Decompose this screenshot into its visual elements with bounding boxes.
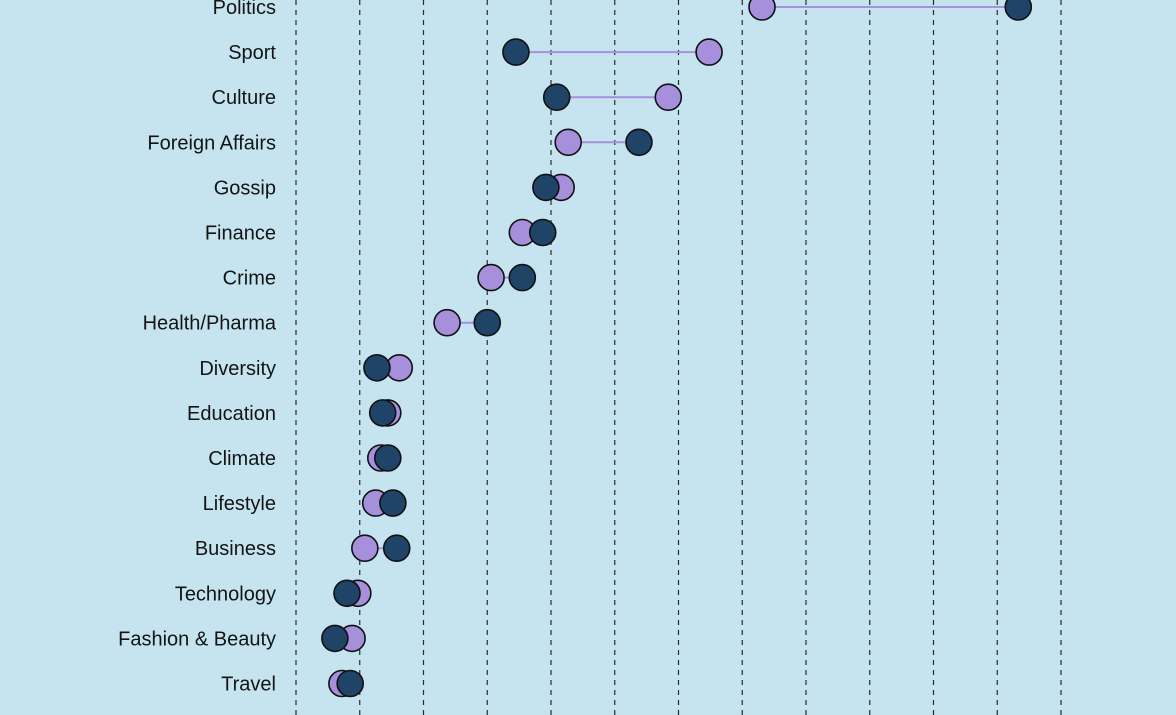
- dumbbell-row: [363, 353, 414, 382]
- navy-dot: [382, 534, 411, 563]
- dumbbell-row: [328, 669, 364, 698]
- navy-dot: [321, 624, 349, 653]
- category-label: Technology: [175, 583, 276, 605]
- navy-dot: [1004, 0, 1033, 21]
- navy-dot: [379, 489, 407, 517]
- navy-dot: [542, 83, 571, 111]
- purple-dot: [695, 38, 723, 66]
- navy-dot: [373, 444, 402, 472]
- category-label: Fashion & Beauty: [118, 628, 276, 650]
- category-label: Gossip: [214, 177, 276, 199]
- category-label: Education: [187, 403, 276, 425]
- navy-dot: [336, 669, 364, 698]
- category-label: Lifestyle: [203, 493, 276, 515]
- navy-dot: [532, 173, 560, 202]
- navy-dot: [363, 353, 391, 382]
- purple-dot: [433, 308, 461, 337]
- category-label: Diversity: [199, 358, 276, 380]
- gridlines: [295, 0, 1062, 715]
- purple-dot: [654, 83, 683, 111]
- dumbbell-marks: [321, 0, 1033, 698]
- dumbbell-row: [477, 263, 537, 292]
- category-label: Travel: [221, 674, 276, 696]
- dumbbell-row: [351, 534, 411, 563]
- category-label: Politics: [213, 0, 276, 19]
- category-label: Crime: [223, 268, 276, 290]
- dumbbell-row: [542, 83, 683, 111]
- navy-dot: [368, 399, 397, 427]
- category-label: Finance: [205, 223, 276, 245]
- purple-dot: [748, 0, 776, 21]
- category-label: Sport: [228, 42, 276, 64]
- purple-dot: [351, 534, 379, 563]
- dumbbell-row: [532, 173, 576, 202]
- navy-dot: [528, 218, 557, 247]
- navy-dot: [502, 38, 530, 66]
- navy-dot: [333, 579, 361, 608]
- dumbbell-row: [368, 399, 402, 427]
- navy-dot: [473, 308, 502, 337]
- dumbbell-row: [333, 579, 372, 608]
- category-label: Foreign Affairs: [147, 132, 276, 154]
- dumbbell-row: [554, 128, 653, 157]
- category-label: Climate: [208, 448, 276, 470]
- purple-dot: [554, 128, 583, 157]
- navy-dot: [625, 128, 653, 157]
- dumbbell-row: [508, 218, 557, 247]
- navy-dot: [508, 263, 537, 292]
- dumbbell-row: [502, 38, 723, 66]
- category-label: Culture: [212, 87, 276, 109]
- dumbbell-row: [748, 0, 1033, 21]
- dumbbell-row: [366, 444, 402, 472]
- dumbbell-row: [433, 308, 502, 337]
- category-label: Business: [195, 538, 276, 560]
- purple-dot: [477, 263, 505, 292]
- dumbbell-row: [321, 624, 366, 653]
- dumbbell-row: [361, 489, 407, 517]
- category-labels: Politics Sport Culture Foreign Affairs Gossi…: [118, 0, 277, 696]
- category-label: Health/Pharma: [143, 313, 277, 335]
